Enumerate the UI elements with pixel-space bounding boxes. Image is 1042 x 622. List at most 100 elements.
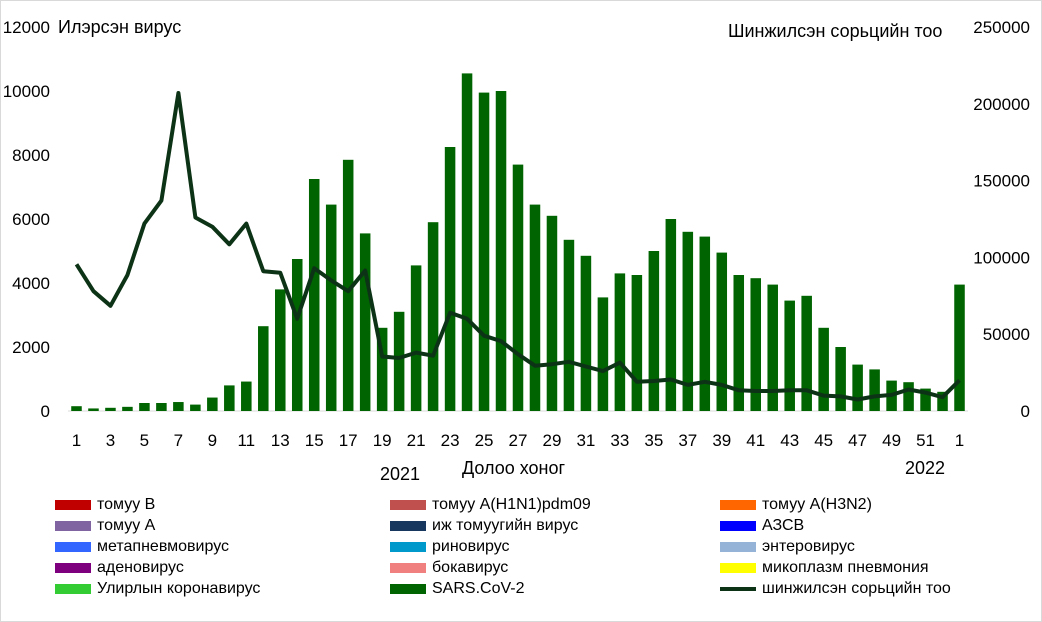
- legend-swatch: [720, 521, 756, 531]
- legend-swatch: [390, 542, 426, 552]
- bar-week: [699, 236, 711, 411]
- bar-week: [716, 252, 728, 411]
- bar-week: [224, 385, 235, 411]
- bar-week: [784, 300, 795, 411]
- bar-week: [461, 73, 473, 412]
- x-tick-label: 35: [644, 431, 663, 450]
- bar-week: [631, 275, 643, 411]
- legend-swatch: [55, 542, 91, 552]
- legend-label: энтеровирус: [762, 538, 855, 555]
- legend-label: SARS.CoV-2: [432, 580, 525, 597]
- bar-week: [258, 326, 269, 411]
- bar-week: [291, 259, 303, 411]
- legend-item: иж томуугийн вирус: [390, 516, 578, 536]
- x-axis-title: Долоо хоног: [462, 458, 565, 478]
- bar-week: [852, 364, 863, 411]
- bar-week: [376, 327, 388, 411]
- bar-week: [122, 406, 133, 411]
- right-axis: 0 50000 100000 150000 200000 250000: [973, 18, 1030, 421]
- bar-week: [207, 397, 218, 411]
- left-tick-label: 10000: [3, 82, 50, 101]
- legend-item: шинжилсэн сорьцийн тоо: [720, 579, 951, 599]
- legend-swatch: [390, 521, 426, 531]
- bar-week: [937, 391, 948, 411]
- right-tick-label: 200000: [973, 95, 1030, 114]
- legend-swatch: [390, 500, 426, 510]
- legend-item: бокавирус: [390, 558, 508, 578]
- x-tick-label: 25: [475, 431, 494, 450]
- bar-week: [835, 347, 846, 411]
- bar-week: [869, 369, 880, 411]
- left-tick-label: 6000: [12, 210, 50, 229]
- legend-swatch: [390, 584, 426, 594]
- legend-label: АЗСВ: [762, 517, 805, 534]
- legend-item: аденовирус: [55, 558, 184, 578]
- legend-item: томуу B: [55, 495, 155, 515]
- left-tick-label: 2000: [12, 338, 50, 357]
- left-tick-label: 0: [41, 402, 50, 421]
- legend-swatch: [720, 587, 756, 591]
- x-tick-label: 31: [576, 431, 595, 450]
- right-tick-label: 100000: [973, 248, 1030, 267]
- x-tick-label: 1: [72, 431, 81, 450]
- legend-label: микоплазм пневмония: [762, 559, 929, 576]
- x-tick-label: 19: [373, 431, 392, 450]
- bar-week: [529, 204, 541, 411]
- right-tick-label: 150000: [973, 172, 1030, 191]
- bar-week: [512, 164, 524, 411]
- legend-label: Улирлын коронавирус: [97, 580, 261, 597]
- legend-label: шинжилсэн сорьцийн тоо: [762, 580, 951, 597]
- legend-swatch: [55, 500, 91, 510]
- x-tick-label: 47: [848, 431, 867, 450]
- right-tick-label: 50000: [983, 325, 1030, 344]
- bar-week: [88, 408, 99, 411]
- x-tick-label: 9: [208, 431, 217, 450]
- legend-label: метапневмовирус: [97, 538, 230, 555]
- x-tick-label: 45: [814, 431, 833, 450]
- x-tick-label: 51: [916, 431, 935, 450]
- bar-week: [308, 179, 320, 411]
- bar-week: [920, 388, 931, 411]
- year-label-2022: 2022: [905, 458, 945, 478]
- legend-label: иж томуугийн вирус: [432, 517, 579, 534]
- bar-week: [767, 284, 778, 411]
- bar-week: [495, 91, 507, 411]
- x-tick-label: 27: [509, 431, 528, 450]
- legend-swatch: [55, 563, 91, 573]
- legend-label: риновирус: [432, 538, 510, 555]
- bar-week: [325, 204, 337, 411]
- bar-week: [750, 278, 761, 411]
- legend-item: риновирус: [390, 537, 510, 557]
- legend-item: АЗСВ: [720, 516, 804, 536]
- legend-label: томуу B: [97, 496, 156, 513]
- x-axis: 1 3 5 7 9 11 13 15 17 19 21 23 25 27 29 31 33 35 37 39 41 43 4…: [72, 431, 964, 450]
- bar-week: [648, 251, 660, 411]
- bar-week: [818, 327, 829, 411]
- bar-week: [478, 92, 490, 411]
- legend-swatch: [720, 563, 756, 573]
- bar-week: [139, 403, 150, 411]
- legend-swatch: [720, 500, 756, 510]
- bar-week: [359, 233, 371, 411]
- bar-week: [546, 215, 558, 411]
- x-tick-label: 3: [106, 431, 115, 450]
- left-axis-title: Илэрсэн вирус: [58, 17, 181, 37]
- bar-week: [903, 382, 914, 411]
- right-tick-label: 0: [1021, 402, 1030, 421]
- legend-item: микоплазм пневмония: [720, 558, 929, 578]
- legend-label: томуу A(H1N1)pdm09: [432, 496, 591, 513]
- legend-label: томуу A: [97, 517, 156, 534]
- bar-week: [682, 231, 694, 411]
- x-tick-label: 5: [140, 431, 149, 450]
- bar-week: [597, 297, 609, 411]
- x-tick-label: 13: [271, 431, 290, 450]
- right-tick-label: 250000: [973, 18, 1030, 37]
- bar-week: [71, 406, 82, 411]
- combo-chart: Илэрсэн вирус Шинжилсэн сорьцийн тоо 0 20…: [3, 17, 1030, 484]
- samples-tested-line: [74, 91, 961, 402]
- bar-week: [410, 265, 422, 411]
- legend-swatch: [390, 563, 426, 573]
- bar-week: [156, 403, 167, 411]
- legend-item: метапневмовирус: [55, 537, 229, 557]
- bar-week: [665, 219, 677, 411]
